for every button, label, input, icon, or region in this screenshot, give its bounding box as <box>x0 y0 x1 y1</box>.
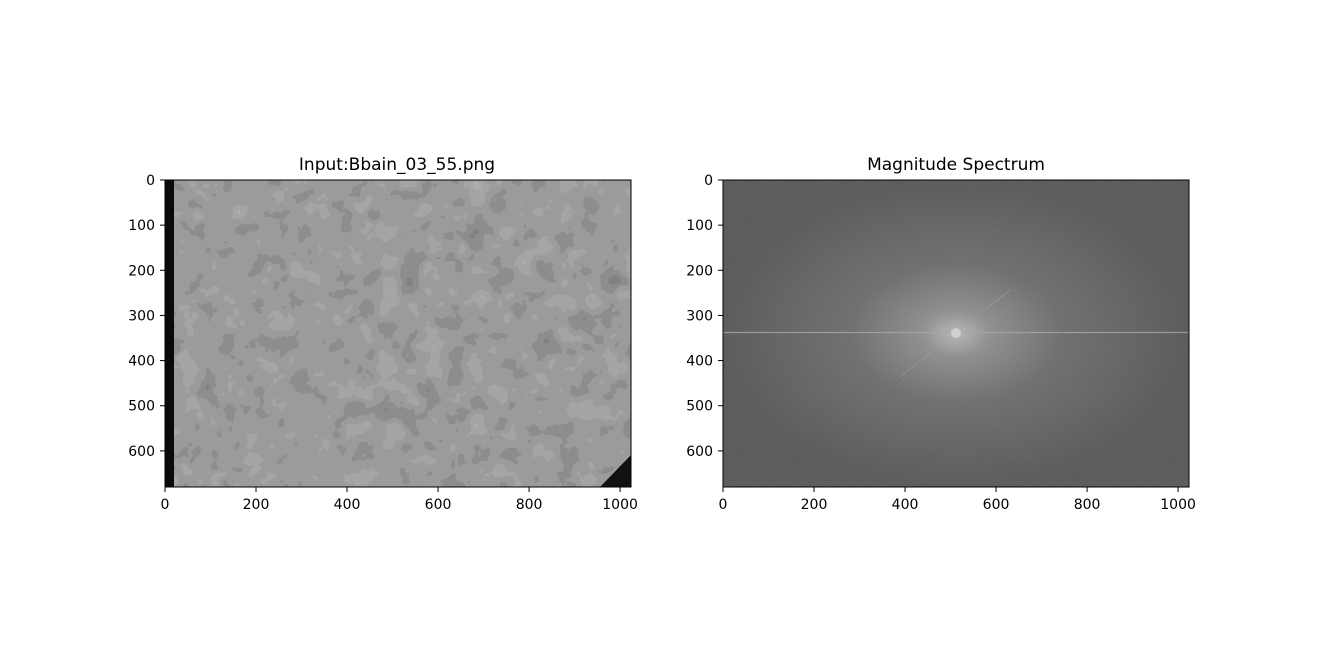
panel-title: Input:Bbain_03_55.png <box>299 155 495 175</box>
y-tick-label: 100 <box>128 218 155 234</box>
x-tick-label: 800 <box>1074 497 1101 513</box>
x-tick-label: 600 <box>425 497 452 513</box>
axes-frame <box>722 179 1190 488</box>
y-tick-label: 400 <box>128 354 155 370</box>
dark-corner <box>600 455 631 487</box>
dc-peak <box>951 328 961 338</box>
input-image-panel: Input:Bbain_03_55.png 0 200 400 600 800 1000 … <box>128 155 638 513</box>
dark-left-edge <box>165 180 174 487</box>
x-tick-label: 0 <box>719 497 728 513</box>
x-tick-label: 400 <box>334 497 361 513</box>
y-axis: 0 100 200 300 400 500 600 <box>686 173 723 460</box>
x-tick-label: 0 <box>161 497 170 513</box>
y-tick-label: 200 <box>686 263 713 279</box>
x-tick-label: 600 <box>983 497 1010 513</box>
x-axis: 0 200 400 600 800 1000 <box>161 487 638 513</box>
axes-frame <box>164 179 632 488</box>
x-axis: 0 200 400 600 800 1000 <box>719 487 1196 513</box>
x-tick-label: 200 <box>801 497 828 513</box>
image-area <box>165 180 631 487</box>
y-axis: 0 100 200 300 400 500 600 <box>128 173 165 460</box>
y-tick-label: 300 <box>128 308 155 324</box>
x-tick-label: 1000 <box>602 497 638 513</box>
x-tick-label: 200 <box>243 497 270 513</box>
y-tick-label: 500 <box>686 399 713 415</box>
magnitude-spectrum-panel: Magnitude Spectrum 0 200 400 600 800 1000 0 10… <box>686 155 1196 513</box>
image-area <box>723 180 1189 487</box>
y-tick-label: 0 <box>146 173 155 189</box>
y-tick-label: 400 <box>686 354 713 370</box>
x-tick-label: 400 <box>892 497 919 513</box>
x-tick-label: 800 <box>516 497 543 513</box>
panel-title: Magnitude Spectrum <box>867 155 1045 175</box>
y-tick-label: 0 <box>704 173 713 189</box>
y-tick-label: 100 <box>686 218 713 234</box>
y-tick-label: 300 <box>686 308 713 324</box>
y-tick-label: 500 <box>128 399 155 415</box>
y-tick-label: 600 <box>128 444 155 460</box>
x-tick-label: 1000 <box>1160 497 1196 513</box>
y-tick-label: 600 <box>686 444 713 460</box>
y-tick-label: 200 <box>128 263 155 279</box>
